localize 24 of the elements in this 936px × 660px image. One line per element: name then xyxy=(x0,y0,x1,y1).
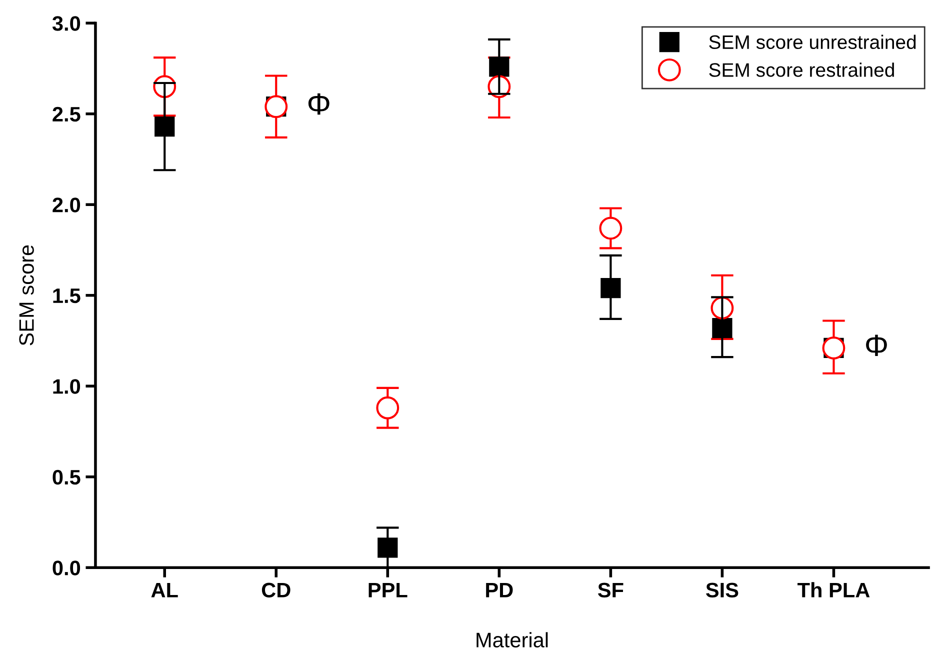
x-tick-label: PPL xyxy=(368,582,408,598)
x-tick-label: PD xyxy=(486,582,513,598)
legend-label: SEM score restrained xyxy=(709,62,894,77)
annotation: Φ xyxy=(308,93,330,115)
y-tick-label: 2.0 xyxy=(52,198,80,212)
legend-label: SEM score unrestrained xyxy=(709,34,916,50)
x-tick-label: SF xyxy=(598,582,624,598)
x-tick-label: Th PLA xyxy=(798,582,870,598)
y-tick-label: 1.0 xyxy=(53,379,80,394)
y-tick-label: 3.0 xyxy=(52,16,80,31)
point xyxy=(712,318,732,338)
y-tick-label: 1.5 xyxy=(53,288,80,304)
y-axis-title: SEM score xyxy=(19,245,34,346)
x-tick-label: AL xyxy=(151,582,178,598)
point xyxy=(154,116,175,137)
x-tick-label: SIS xyxy=(706,582,738,598)
x-tick-label: CD xyxy=(262,582,290,598)
point xyxy=(378,538,398,558)
y-tick-label: 0.5 xyxy=(52,470,80,485)
point xyxy=(600,278,621,298)
annotation: Φ xyxy=(866,334,887,356)
y-tick-label: 0.0 xyxy=(52,560,80,576)
y-tick-label: 2.5 xyxy=(52,106,80,122)
x-axis-title: Material xyxy=(476,632,548,648)
